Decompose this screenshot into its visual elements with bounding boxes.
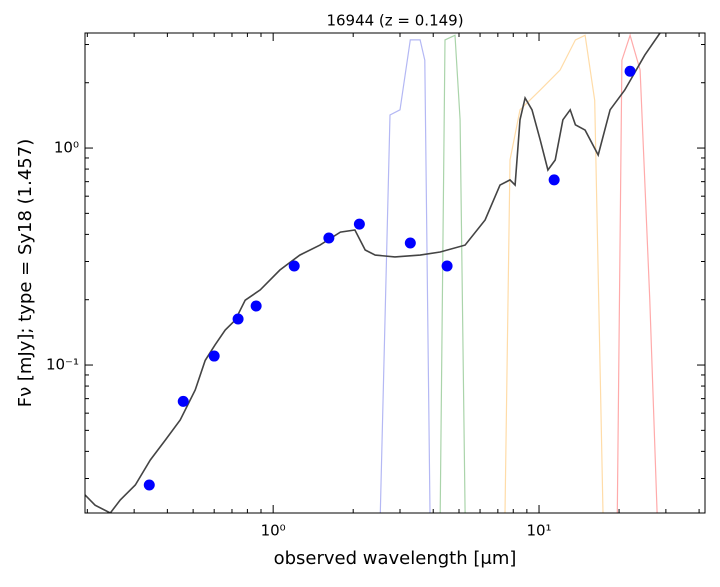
data-point [208, 350, 220, 362]
data-point [548, 174, 560, 186]
x-axis-label: observed wavelength [μm] [274, 548, 517, 569]
filter-curve [439, 34, 466, 513]
data-point [353, 218, 365, 230]
data-point [250, 300, 262, 312]
data-point [624, 65, 636, 77]
filter-curve [616, 33, 658, 513]
y-tick-label: 10⁻¹ [46, 356, 79, 374]
data-point [232, 313, 244, 325]
data-point [323, 232, 335, 244]
data-point [177, 395, 189, 407]
data-point [143, 479, 155, 491]
model-line [85, 33, 661, 513]
x-tick-label: 10⁰ [261, 522, 286, 540]
data-point [288, 260, 300, 272]
x-tick-label: 10¹ [526, 522, 551, 540]
data-point [441, 260, 453, 272]
data-point [404, 237, 416, 249]
y-axis-label: Fν [mJy]; type = Sy18 (1.457) [15, 139, 36, 407]
filter-curve [504, 34, 604, 513]
chart-title: 16944 (z = 0.149) [326, 12, 463, 30]
filter-curve [379, 39, 431, 513]
plot-frame [84, 32, 706, 514]
y-tick-label: 10⁰ [54, 139, 79, 157]
